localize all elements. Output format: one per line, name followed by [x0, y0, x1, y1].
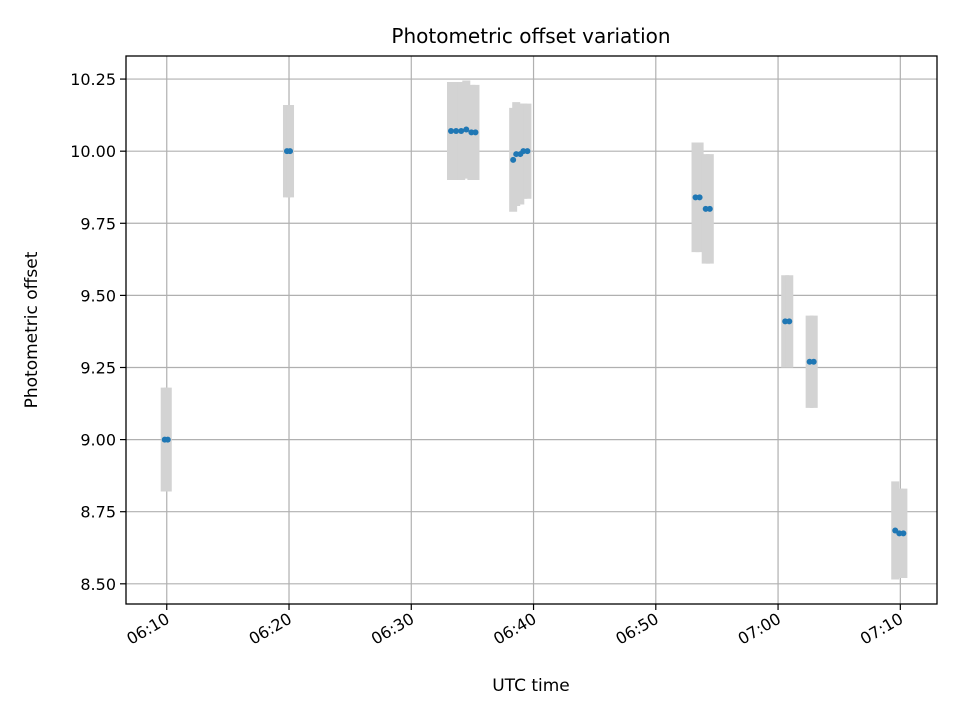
data-point [287, 148, 294, 155]
data-point [696, 194, 703, 201]
data-point [164, 436, 171, 443]
data-point [453, 127, 460, 134]
data-point [510, 156, 517, 163]
y-tick-label: 8.75 [80, 503, 116, 522]
data-point [900, 530, 907, 537]
data-point [786, 318, 793, 325]
y-tick-label: 9.50 [80, 286, 116, 305]
data-point [706, 205, 713, 212]
data-point [472, 129, 479, 136]
grid [126, 56, 937, 604]
y-tick-label: 9.00 [80, 431, 116, 450]
plot-frame [125, 55, 938, 605]
data-point [458, 127, 465, 134]
y-tick-label: 10.25 [70, 70, 116, 89]
data-point [448, 127, 455, 134]
data-point [524, 148, 531, 155]
y-axis-label: Photometric offset [22, 251, 42, 408]
y-tick-label: 10.00 [70, 142, 116, 161]
data-point [463, 126, 470, 133]
y-tick-label: 9.25 [80, 358, 116, 377]
x-axis-label: UTC time [492, 676, 570, 696]
chart-title: Photometric offset variation [391, 24, 670, 48]
y-axis-ticks: 8.50 8.75 9.00 9.25 9.50 9.75 10.00 10.25 [70, 70, 126, 594]
data-point [810, 358, 817, 365]
y-tick-label: 9.75 [80, 214, 116, 233]
y-tick-label: 8.50 [80, 575, 116, 594]
data-points [161, 126, 907, 537]
